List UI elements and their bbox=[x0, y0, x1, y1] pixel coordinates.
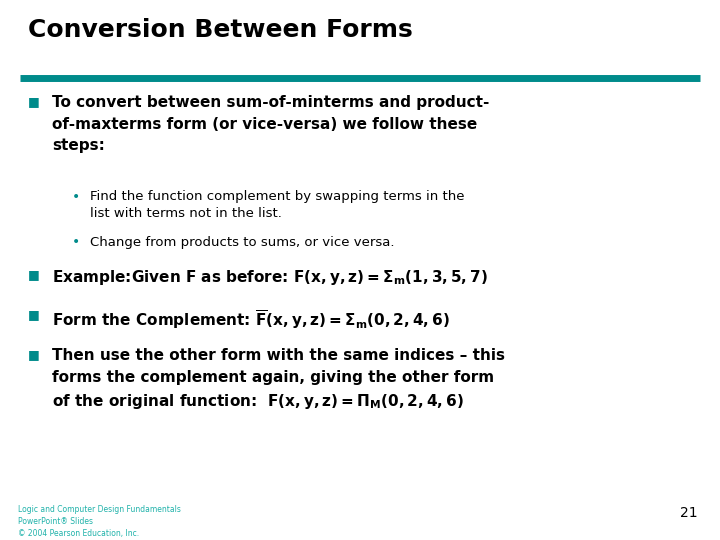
Text: ■: ■ bbox=[28, 308, 40, 321]
Text: Example:Given F as before: $\mathbf{F(x, y, z) = \Sigma_m(1,3,5,7)}$: Example:Given F as before: $\mathbf{F(x,… bbox=[52, 268, 488, 287]
Text: Logic and Computer Design Fundamentals
PowerPoint® Slides
© 2004 Pearson Educati: Logic and Computer Design Fundamentals P… bbox=[18, 505, 181, 538]
Text: Form the Complement: $\mathbf{\overline{F}(x, y, z) = \Sigma_m(0,2,4,6)}$: Form the Complement: $\mathbf{\overline{… bbox=[52, 308, 450, 331]
Text: Conversion Between Forms: Conversion Between Forms bbox=[28, 18, 413, 42]
Text: To convert between sum-of-minterms and product-
of-maxterms form (or vice-versa): To convert between sum-of-minterms and p… bbox=[52, 95, 490, 153]
Text: Find the function complement by swapping terms in the
list with terms not in the: Find the function complement by swapping… bbox=[90, 190, 464, 220]
Text: •: • bbox=[72, 235, 80, 249]
Text: 21: 21 bbox=[680, 506, 698, 520]
Text: ■: ■ bbox=[28, 348, 40, 361]
Text: ■: ■ bbox=[28, 268, 40, 281]
Text: Change from products to sums, or vice versa.: Change from products to sums, or vice ve… bbox=[90, 236, 395, 249]
Text: ■: ■ bbox=[28, 95, 40, 108]
Text: Then use the other form with the same indices – this
forms the complement again,: Then use the other form with the same in… bbox=[52, 348, 505, 411]
Text: •: • bbox=[72, 190, 80, 204]
